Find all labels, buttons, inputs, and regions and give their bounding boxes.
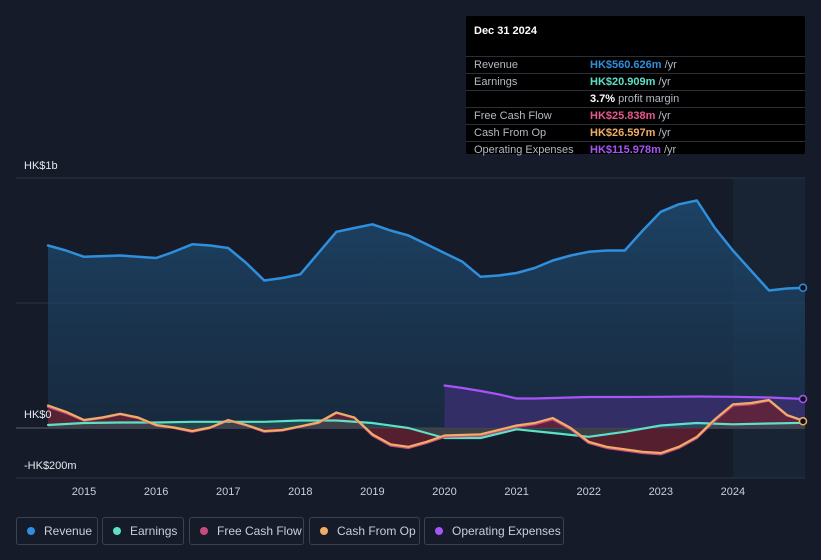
line-cash-from-op (46, 398, 807, 455)
tooltip-row-opex: Operating Expenses HK$115.978m/yr (466, 141, 805, 156)
end-marker-operating-expenses (798, 394, 808, 404)
x-tick-label: 2021 (504, 486, 528, 498)
tooltip-label: Free Cash Flow (474, 110, 552, 122)
earnings-area (48, 420, 805, 438)
cash-flow-area (48, 400, 805, 453)
legend-free-cash-flow[interactable]: Free Cash Flow (189, 517, 304, 545)
y-label-top: HK$1b (24, 160, 58, 172)
legend-label: Earnings (130, 524, 178, 538)
x-tick-label: 2015 (72, 486, 96, 498)
operating-expenses-area (444, 385, 805, 428)
legend-revenue[interactable]: Revenue (16, 517, 98, 545)
legend-label: Free Cash Flow (217, 524, 302, 538)
legend-operating-expenses[interactable]: Operating Expenses (424, 517, 564, 545)
x-tick-label: 2023 (649, 486, 673, 498)
legend-dot-icon (113, 527, 121, 535)
legend-dot-icon (200, 527, 208, 535)
line-revenue (46, 199, 807, 292)
x-tick-label: 2024 (721, 486, 745, 498)
legend-dot-icon (27, 527, 35, 535)
end-marker-revenue (798, 283, 808, 292)
tooltip-label: Operating Expenses (474, 144, 574, 156)
legend-label: Operating Expenses (452, 524, 561, 538)
tooltip-row-cfo: Cash From Op HK$26.597m/yr (466, 124, 805, 142)
tooltip-value: HK$560.626m/yr (590, 59, 677, 71)
x-tick-label: 2022 (576, 486, 600, 498)
legend-cash-from-op[interactable]: Cash From Op (309, 517, 420, 545)
x-tick-label: 2017 (216, 486, 240, 498)
tooltip-date: Dec 31 2024 (474, 25, 537, 37)
tooltip-label: Cash From Op (474, 127, 547, 139)
line-earnings (46, 419, 807, 440)
tooltip-value: 3.7% profit margin (590, 93, 680, 105)
legend-dot-icon (320, 527, 328, 535)
legend-label: Revenue (44, 524, 93, 538)
legend-earnings[interactable]: Earnings (102, 517, 184, 545)
x-tick-label: 2018 (288, 486, 312, 498)
tooltip-label: Revenue (474, 59, 519, 71)
y-label-zero: HK$0 (24, 409, 52, 421)
tooltip-value: HK$20.909m/yr (590, 76, 671, 88)
tooltip-label: Earnings (474, 76, 518, 88)
x-tick-label: 2020 (432, 486, 456, 498)
x-tick-label: 2016 (144, 486, 168, 498)
x-tick-label: 2019 (360, 486, 384, 498)
tooltip-row-fcf: Free Cash Flow HK$25.838m/yr (466, 107, 805, 125)
line-operating-expenses (443, 384, 807, 401)
tooltip-row-earnings: Earnings HK$20.909m/yr (466, 73, 805, 91)
end-marker-cash-from-op (798, 417, 808, 426)
legend-dot-icon (435, 527, 443, 535)
tooltip-panel: Dec 31 2024 Revenue HK$560.626m/yr Earni… (466, 16, 805, 156)
tooltip-value: HK$26.597m/yr (590, 127, 671, 139)
tooltip-value: HK$25.838m/yr (590, 110, 671, 122)
legend-label: Cash From Op (337, 524, 416, 538)
tooltip-row-margin: 3.7% profit margin (466, 90, 805, 108)
tooltip-value: HK$115.978m/yr (590, 144, 677, 156)
revenue-area (48, 200, 805, 428)
tooltip-row-revenue: Revenue HK$560.626m/yr (466, 56, 805, 74)
y-label-bottom: -HK$200m (24, 460, 77, 472)
